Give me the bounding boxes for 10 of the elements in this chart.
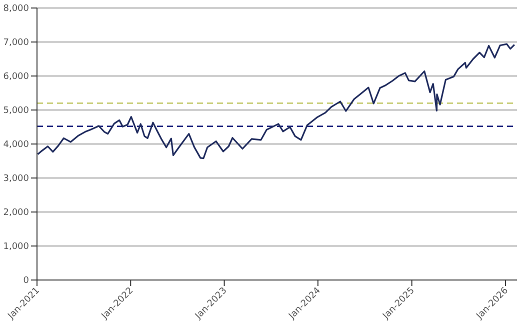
y-tick-label: 3,000 bbox=[3, 174, 30, 184]
y-tick-label: 7,000 bbox=[3, 38, 30, 48]
y-tick-label: 6,000 bbox=[3, 72, 30, 82]
y-tick-label: 8,000 bbox=[3, 4, 30, 14]
y-tick-label: 1,000 bbox=[3, 242, 30, 252]
y-tick-label: 4,000 bbox=[3, 140, 30, 150]
line-series bbox=[37, 43, 516, 160]
y-tick-label: 0 bbox=[23, 276, 30, 286]
y-tick-label: 2,000 bbox=[3, 208, 30, 218]
y-tick-label: 5,000 bbox=[3, 106, 30, 116]
